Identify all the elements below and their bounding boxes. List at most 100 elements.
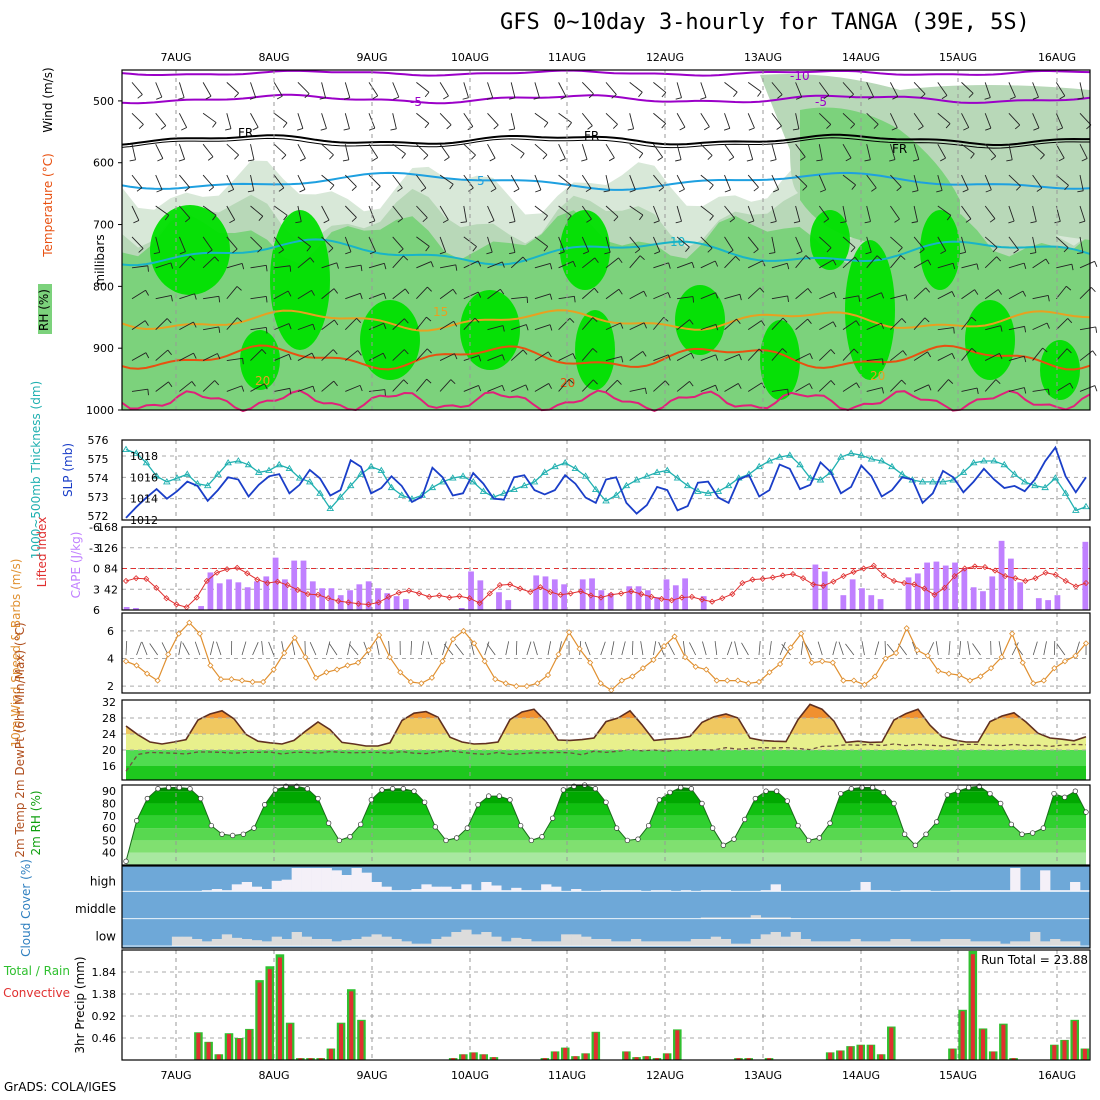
cloud-high-bar [720,890,732,892]
rh-point [1051,790,1057,797]
precip-convective-bar [1001,1024,1006,1060]
cloud-low-bar [421,943,432,946]
wind-speed-point [777,660,784,668]
wind-barb-flag [889,159,896,162]
wind-barb-flag [383,263,387,270]
wind-barb-flag [384,389,386,396]
li-point [284,582,291,589]
wind-barb [582,287,595,300]
wind-barb [463,174,474,189]
cloud-level-label: low [96,929,117,943]
wind-barb-flag [333,380,338,387]
wind-barb-flag [453,321,458,327]
rh-point [166,784,172,791]
wind-barb [890,255,902,269]
wind-barb [202,256,215,269]
surface-wind-barb [363,641,370,656]
precip-convective-bar [634,1057,639,1060]
wind-barb-flag [654,251,660,255]
cloud-low-bar [491,936,502,946]
wind-barb-flag [848,93,854,99]
cloud-low-bar [760,934,771,946]
wind-barb-flag [586,218,592,223]
thickness-point [1082,502,1090,510]
wind-barb-flag [225,128,232,131]
wind-barb [819,259,834,269]
wind-barb-flag [157,158,164,162]
wind-barb [155,294,172,300]
wind-barb [819,321,834,331]
cloud-low-bar [970,941,981,946]
contour-label: FR [584,129,599,143]
cloud-high-bar [760,890,771,892]
wind-barb [700,292,716,300]
wind-barb-flag [644,387,647,394]
precip-convective-bar [838,1050,843,1060]
wind-barb-flag [439,251,446,255]
wind-barb-flag [474,317,480,323]
li-point [234,564,241,571]
cloud-low-bar [381,936,392,946]
cloud-high-bar [371,882,382,892]
wind-barb-flag [692,296,695,303]
rh-core [760,320,800,400]
wind-barb [700,205,714,217]
cape-bar [337,595,344,610]
contour-label: 20 [255,374,270,388]
wind-barb [297,236,311,247]
cloud-high-bar [531,890,542,892]
wind-barb [818,144,823,160]
wind-barb [226,143,239,156]
precip-convective-bar [288,1023,293,1060]
li-point [1052,571,1059,578]
wind-barb-flag [398,248,404,254]
cloud-middle-bar [700,917,712,919]
cape-bar [626,586,633,610]
precip-convective-bar [583,1053,588,1060]
wind-barb [463,291,479,300]
wind-barb-flag [585,188,592,192]
wind-speed-point [660,643,668,650]
wind-barb-flag [156,189,163,193]
wind-barb-flag [715,292,719,299]
cloud-low-bar [361,936,372,946]
contour-label: -5 [410,95,422,109]
thickness-point [898,470,906,477]
wind-barb [818,349,832,361]
cloud-high-bar [461,884,472,892]
wind-barb-flag [985,189,992,193]
wind-barb [961,263,978,269]
rh-point [1062,794,1068,800]
wind-barb [700,384,716,392]
wind-barb-flag [709,184,714,190]
wind-barb-flag [736,318,741,325]
thickness-point [449,474,457,481]
rh-point [443,837,449,844]
li-point [567,590,574,597]
wind-barb-flag [675,97,682,100]
wind-speed-point [165,651,172,658]
li-point [446,594,453,601]
wind-barb [178,144,186,160]
li-point [426,593,433,600]
wind-barb [463,82,469,98]
wind-barb [581,144,588,160]
wind-barb [771,262,788,269]
cape-bar [635,586,642,610]
wind-barb-flag [611,94,617,99]
wind-barb [155,82,163,98]
thickness-point [939,478,947,485]
wind-barb [581,348,594,361]
wind-barb [155,318,168,330]
cape-bar [663,579,670,610]
wind-barb-flag [900,255,906,260]
contour-freezing-2 [121,137,1090,149]
wind-barb [652,236,661,252]
contour-5 [121,171,1091,191]
slp-tick-label: 1016 [130,471,158,484]
cloud-high-bar [301,868,312,892]
wind-barb-flag [567,215,572,221]
wind-barb [250,113,259,128]
surface-wind-barb [427,641,433,656]
rh-point [880,789,886,796]
